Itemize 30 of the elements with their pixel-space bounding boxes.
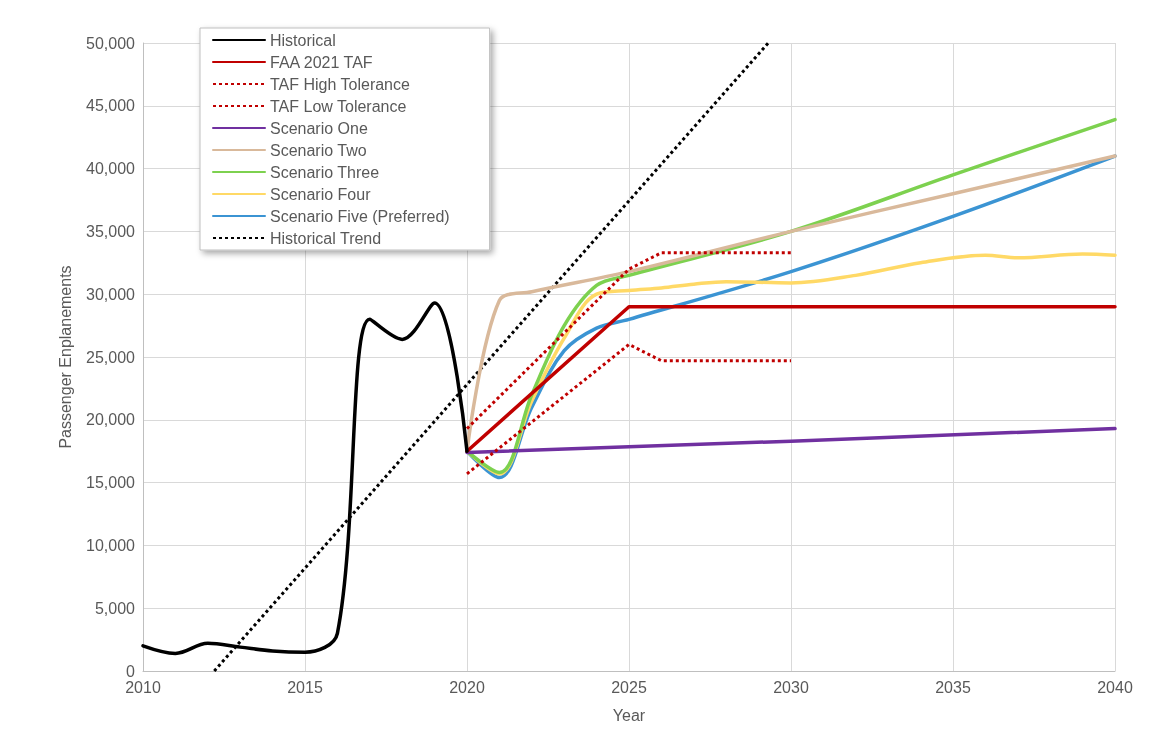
x-axis-title: Year: [612, 706, 646, 724]
y-tick-label: 50,000: [86, 34, 136, 52]
legend-label: Historical Trend: [270, 229, 382, 247]
x-tick-label: 2035: [935, 678, 971, 696]
x-tick-label: 2025: [611, 678, 647, 696]
legend-label: TAF Low Tolerance: [270, 97, 407, 115]
y-tick-label: 40,000: [86, 160, 136, 178]
x-tick-label: 2015: [287, 678, 323, 696]
y-tick-label: 10,000: [86, 536, 136, 554]
legend-label: Scenario Four: [270, 185, 372, 203]
x-tick-label: 2020: [449, 678, 485, 696]
y-tick-label: 5,000: [94, 599, 136, 617]
legend-label: Historical: [270, 31, 336, 49]
legend-label: Scenario Five (Preferred): [270, 207, 450, 225]
legend-label: Scenario Three: [270, 163, 380, 181]
y-axis-title: Passenger Enplanements: [56, 265, 74, 449]
y-tick-label: 45,000: [86, 97, 136, 115]
y-tick-label: 30,000: [86, 285, 136, 303]
y-tick-label: 35,000: [86, 222, 136, 240]
x-tick-label: 2010: [125, 678, 161, 696]
y-tick-label: 20,000: [86, 411, 136, 429]
y-tick-label: 25,000: [86, 348, 136, 366]
y-tick-label: 0: [126, 662, 136, 680]
legend-label: TAF High Tolerance: [270, 75, 411, 93]
y-tick-label: 15,000: [86, 474, 136, 492]
x-tick-label: 2030: [773, 678, 809, 696]
legend-label: Scenario Two: [270, 141, 367, 159]
legend-label: FAA 2021 TAF: [270, 53, 373, 71]
legend-label: Scenario One: [270, 119, 368, 137]
x-tick-label: 2040: [1097, 678, 1133, 696]
